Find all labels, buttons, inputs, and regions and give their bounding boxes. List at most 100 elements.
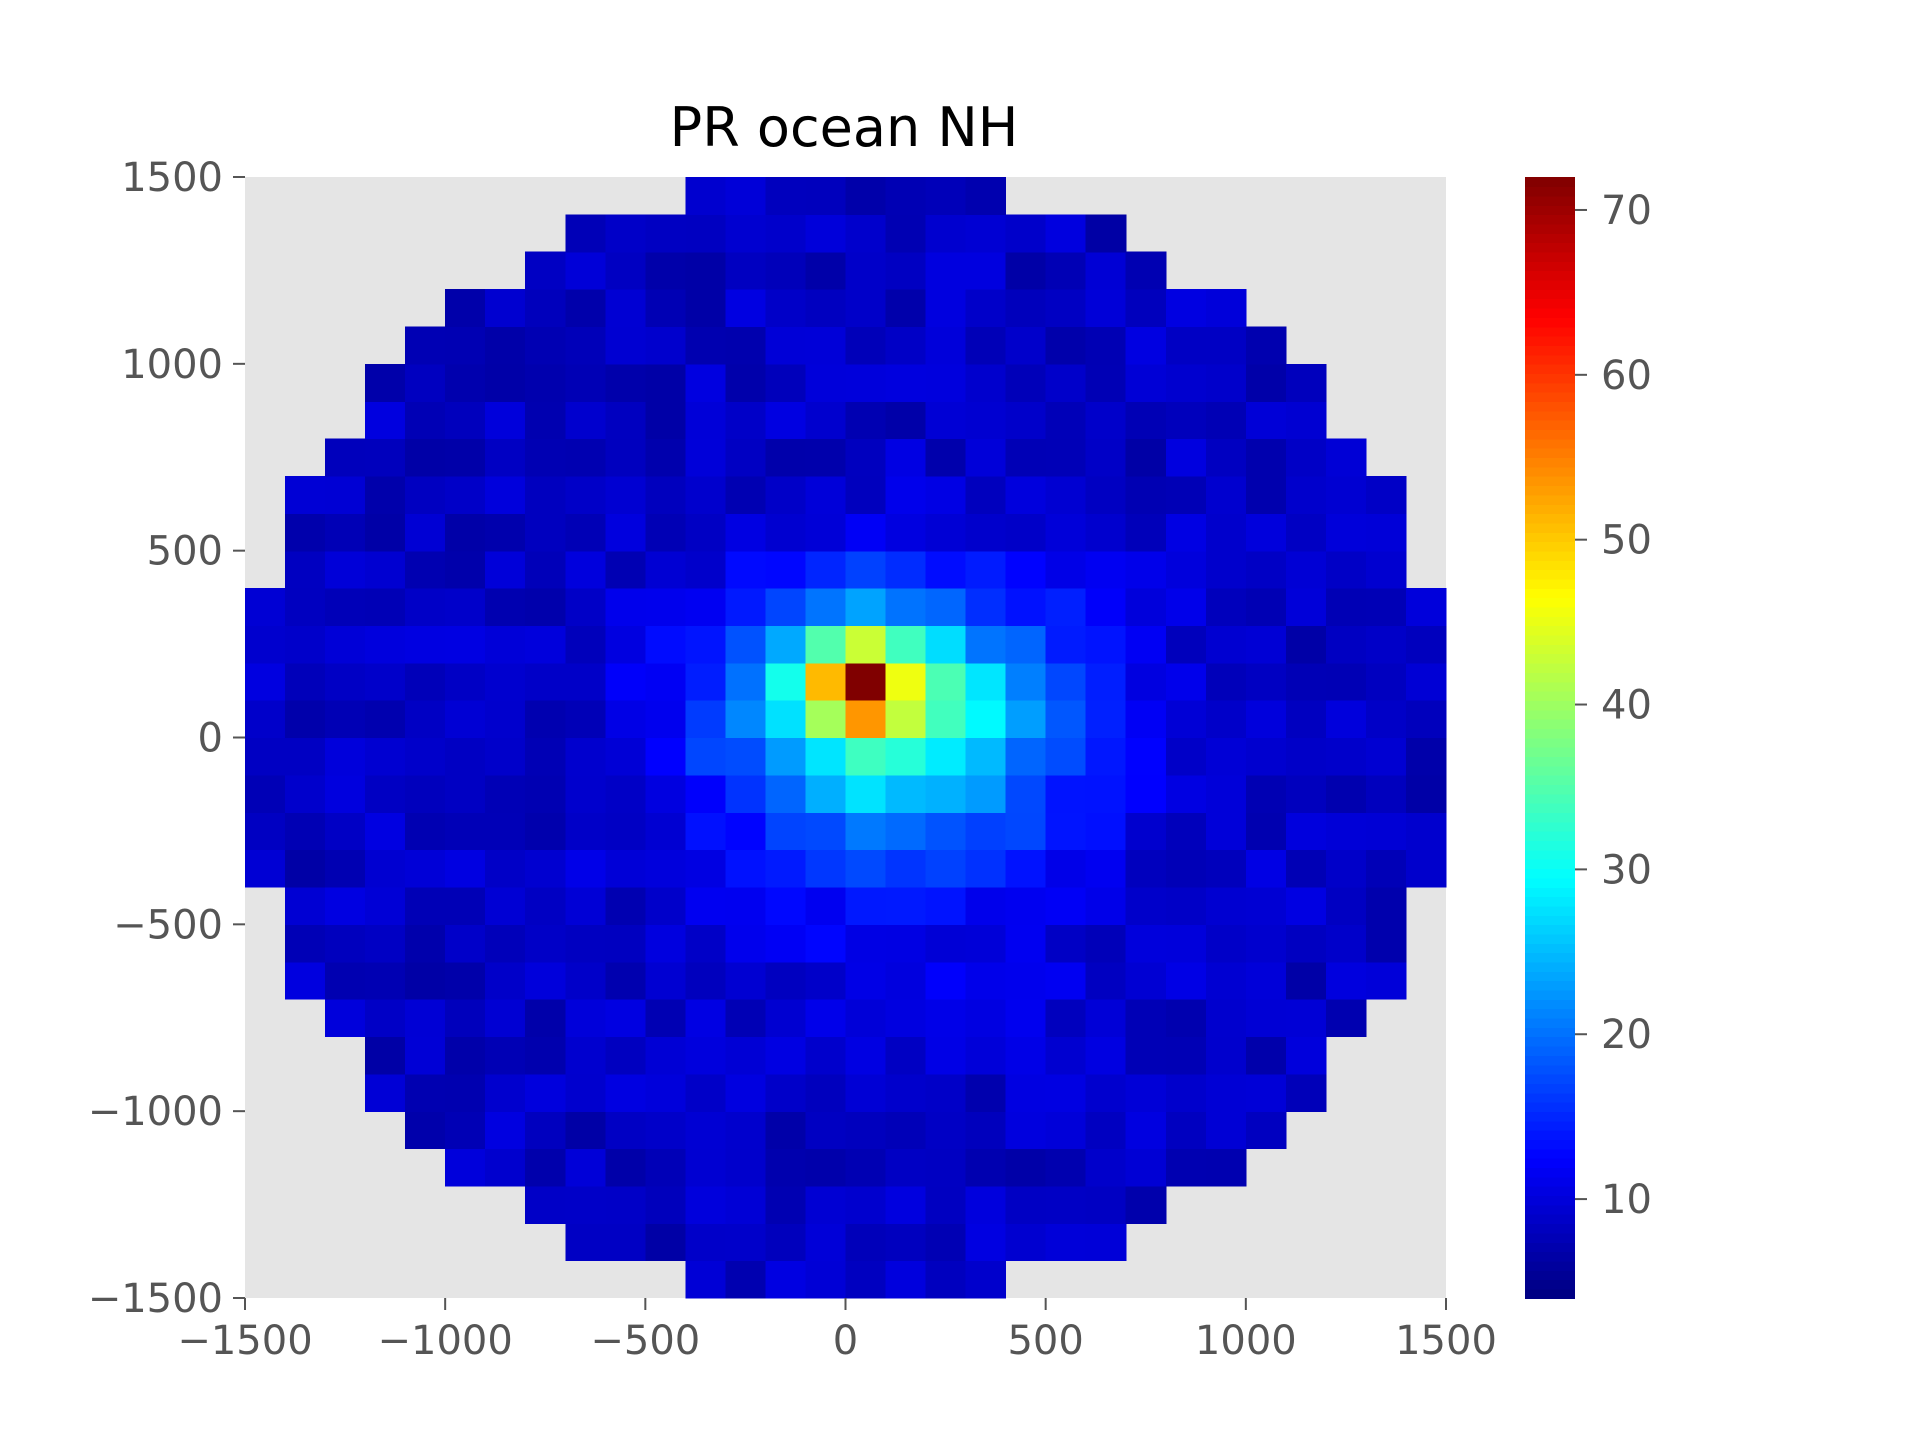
heatmap-cell: [1005, 737, 1047, 776]
colorbar-segment: [1525, 924, 1575, 935]
heatmap-cell: [1285, 438, 1327, 477]
heatmap-cell: [1405, 700, 1447, 739]
heatmap-cell: [1005, 700, 1047, 739]
heatmap-cell: [1045, 1073, 1087, 1112]
heatmap-cell: [645, 401, 686, 440]
heatmap-cell: [645, 1185, 686, 1224]
heatmap-cell: [1325, 550, 1367, 589]
heatmap-cell: [525, 475, 566, 514]
colorbar-segment: [1525, 858, 1575, 870]
heatmap-cell: [485, 924, 526, 963]
heatmap-cell: [1365, 625, 1407, 664]
heatmap-cell: [325, 513, 366, 552]
colorbar-segment: [1525, 653, 1575, 664]
heatmap-cell: [325, 662, 366, 701]
heatmap-cell: [565, 1223, 606, 1262]
heatmap-cell: [605, 588, 646, 626]
colorbar-segment: [1525, 279, 1575, 290]
heatmap-cell: [285, 625, 326, 664]
heatmap-cell: [325, 475, 366, 514]
heatmap-cell: [1045, 700, 1087, 739]
heatmap-cell: [405, 849, 446, 888]
heatmap-cell: [445, 550, 486, 589]
heatmap-cell: [645, 924, 686, 963]
heatmap-cell: [805, 1260, 847, 1299]
heatmap-cell: [1165, 1073, 1207, 1112]
colorbar-segment: [1525, 475, 1575, 487]
colorbar-segment: [1525, 737, 1575, 748]
colorbar-segment: [1525, 709, 1575, 720]
heatmap-cell: [1045, 625, 1087, 664]
heatmap-cell: [485, 475, 526, 514]
colorbar-segment: [1525, 802, 1575, 814]
heatmap-cell: [685, 924, 726, 963]
heatmap-cell: [925, 1223, 967, 1262]
heatmap-cell: [1005, 326, 1047, 365]
colorbar-segment: [1525, 1232, 1575, 1243]
heatmap-cell: [645, 475, 686, 514]
heatmap-cell: [1325, 737, 1367, 776]
heatmap-cell: [645, 513, 686, 552]
heatmap-cell: [885, 513, 927, 552]
heatmap-cell: [285, 550, 326, 589]
heatmap-cell: [445, 849, 486, 888]
heatmap-cell: [365, 924, 406, 963]
heatmap-cell: [1125, 588, 1167, 626]
heatmap-cell: [405, 737, 446, 776]
heatmap-cell: [1045, 289, 1087, 328]
heatmap-cell: [805, 550, 847, 589]
heatmap-cell: [645, 326, 686, 365]
heatmap-cell: [685, 1111, 726, 1150]
heatmap-cell: [605, 849, 646, 888]
colorbar-segment: [1525, 728, 1575, 739]
heatmap-cell: [285, 513, 326, 552]
heatmap-cell: [765, 513, 807, 552]
heatmap-cell: [1325, 625, 1367, 664]
heatmap-cell: [325, 438, 366, 477]
heatmap-cell: [1365, 550, 1407, 589]
heatmap-cell: [605, 550, 646, 589]
heatmap-cell: [565, 849, 606, 888]
x-tick-label: 500: [1007, 1318, 1083, 1364]
heatmap-cell: [1205, 700, 1247, 739]
heatmap-cell: [405, 662, 446, 701]
heatmap-cell: [1005, 849, 1047, 888]
heatmap-cell: [965, 214, 1007, 253]
heatmap-cell: [405, 401, 446, 440]
heatmap-cell: [965, 438, 1007, 477]
heatmap-cell: [965, 1223, 1007, 1262]
heatmap-cell: [365, 550, 406, 589]
colorbar-segment: [1525, 317, 1575, 328]
heatmap-cell: [1325, 999, 1367, 1038]
colorbar-tick-label: 10: [1601, 1177, 1652, 1223]
colorbar-tick-label: 50: [1601, 518, 1652, 564]
heatmap-cell: [765, 1111, 807, 1150]
heatmap-cell: [925, 999, 967, 1038]
heatmap-cell: [565, 513, 606, 552]
heatmap-cell: [445, 438, 486, 477]
heatmap-cell: [565, 326, 606, 365]
heatmap-cell: [565, 999, 606, 1038]
heatmap-cell: [725, 1073, 767, 1112]
heatmap-cell: [365, 961, 406, 1000]
heatmap-cell: [605, 214, 646, 253]
heatmap-cell: [485, 401, 526, 440]
colorbar-segment: [1525, 952, 1575, 963]
heatmap-cell: [365, 1073, 406, 1112]
heatmap-cell: [805, 1148, 847, 1187]
heatmap-cell: [525, 1111, 566, 1150]
heatmap-cell: [1165, 625, 1207, 664]
heatmap-cell: [605, 1185, 646, 1224]
heatmap-cell: [685, 363, 726, 402]
heatmap-cell: [805, 438, 847, 477]
heatmap-cell: [645, 774, 686, 813]
colorbar-segment: [1525, 821, 1575, 832]
heatmap-cell: [1245, 700, 1287, 739]
heatmap-cell: [845, 1073, 887, 1112]
heatmap-cell: [365, 812, 406, 851]
colorbar-segment: [1525, 868, 1575, 879]
heatmap-cell: [885, 289, 927, 328]
heatmap-cell: [405, 625, 446, 664]
heatmap-cell: [1205, 849, 1247, 888]
